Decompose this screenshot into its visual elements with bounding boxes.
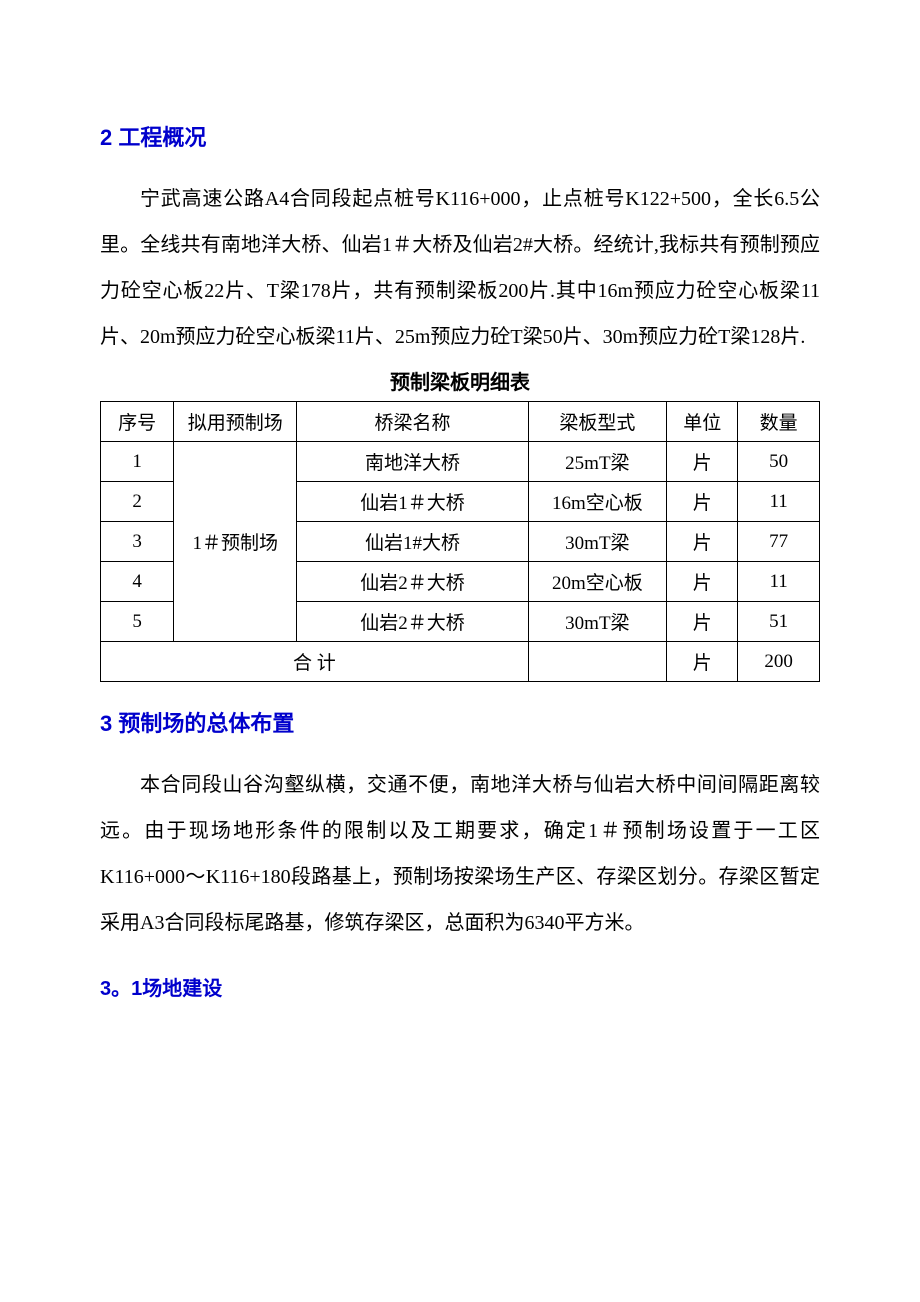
cell-bridge: 仙岩2＃大桥 (297, 562, 528, 602)
cell-seq: 3 (101, 522, 174, 562)
cell-total-unit: 片 (667, 642, 738, 682)
cell-unit: 片 (667, 562, 738, 602)
cell-seq: 1 (101, 442, 174, 482)
cell-plant-merged: 1＃预制场 (174, 442, 297, 642)
cell-unit: 片 (667, 442, 738, 482)
table-header-row: 序号 拟用预制场 桥梁名称 梁板型式 单位 数量 (101, 402, 820, 442)
col-header-qty: 数量 (738, 402, 820, 442)
document-page: 2 工程概况 宁武高速公路A4合同段起点桩号K116+000，止点桩号K122+… (0, 0, 920, 1075)
section3-heading: 3 预制场的总体布置 (100, 706, 820, 738)
col-header-plant: 拟用预制场 (174, 402, 297, 442)
cell-bridge: 仙岩1#大桥 (297, 522, 528, 562)
cell-qty: 51 (738, 602, 820, 642)
cell-bridge: 南地洋大桥 (297, 442, 528, 482)
cell-unit: 片 (667, 522, 738, 562)
table-title: 预制梁板明细表 (100, 366, 820, 395)
cell-bridge: 仙岩2＃大桥 (297, 602, 528, 642)
cell-type: 25mT梁 (528, 442, 666, 482)
cell-seq: 4 (101, 562, 174, 602)
cell-qty: 11 (738, 562, 820, 602)
col-header-type: 梁板型式 (528, 402, 666, 442)
col-header-unit: 单位 (667, 402, 738, 442)
section3-paragraph: 本合同段山谷沟壑纵横，交通不便，南地洋大桥与仙岩大桥中间间隔距离较远。由于现场地… (100, 762, 820, 946)
cell-bridge: 仙岩1＃大桥 (297, 482, 528, 522)
cell-qty: 11 (738, 482, 820, 522)
cell-type: 20m空心板 (528, 562, 666, 602)
cell-seq: 2 (101, 482, 174, 522)
cell-total-qty: 200 (738, 642, 820, 682)
cell-unit: 片 (667, 602, 738, 642)
cell-unit: 片 (667, 482, 738, 522)
cell-total-type (528, 642, 666, 682)
cell-qty: 77 (738, 522, 820, 562)
cell-type: 30mT梁 (528, 602, 666, 642)
cell-seq: 5 (101, 602, 174, 642)
section2-heading: 2 工程概况 (100, 120, 820, 152)
table-row: 1 1＃预制场 南地洋大桥 25mT梁 片 50 (101, 442, 820, 482)
cell-qty: 50 (738, 442, 820, 482)
cell-type: 16m空心板 (528, 482, 666, 522)
cell-type: 30mT梁 (528, 522, 666, 562)
col-header-bridge: 桥梁名称 (297, 402, 528, 442)
table-total-row: 合 计 片 200 (101, 642, 820, 682)
section3-sub1-heading: 3。1场地建设 (100, 972, 820, 1001)
section2-paragraph: 宁武高速公路A4合同段起点桩号K116+000，止点桩号K122+500，全长6… (100, 176, 820, 360)
cell-total-label: 合 计 (101, 642, 529, 682)
col-header-seq: 序号 (101, 402, 174, 442)
beam-detail-table: 序号 拟用预制场 桥梁名称 梁板型式 单位 数量 1 1＃预制场 南地洋大桥 2… (100, 401, 820, 682)
